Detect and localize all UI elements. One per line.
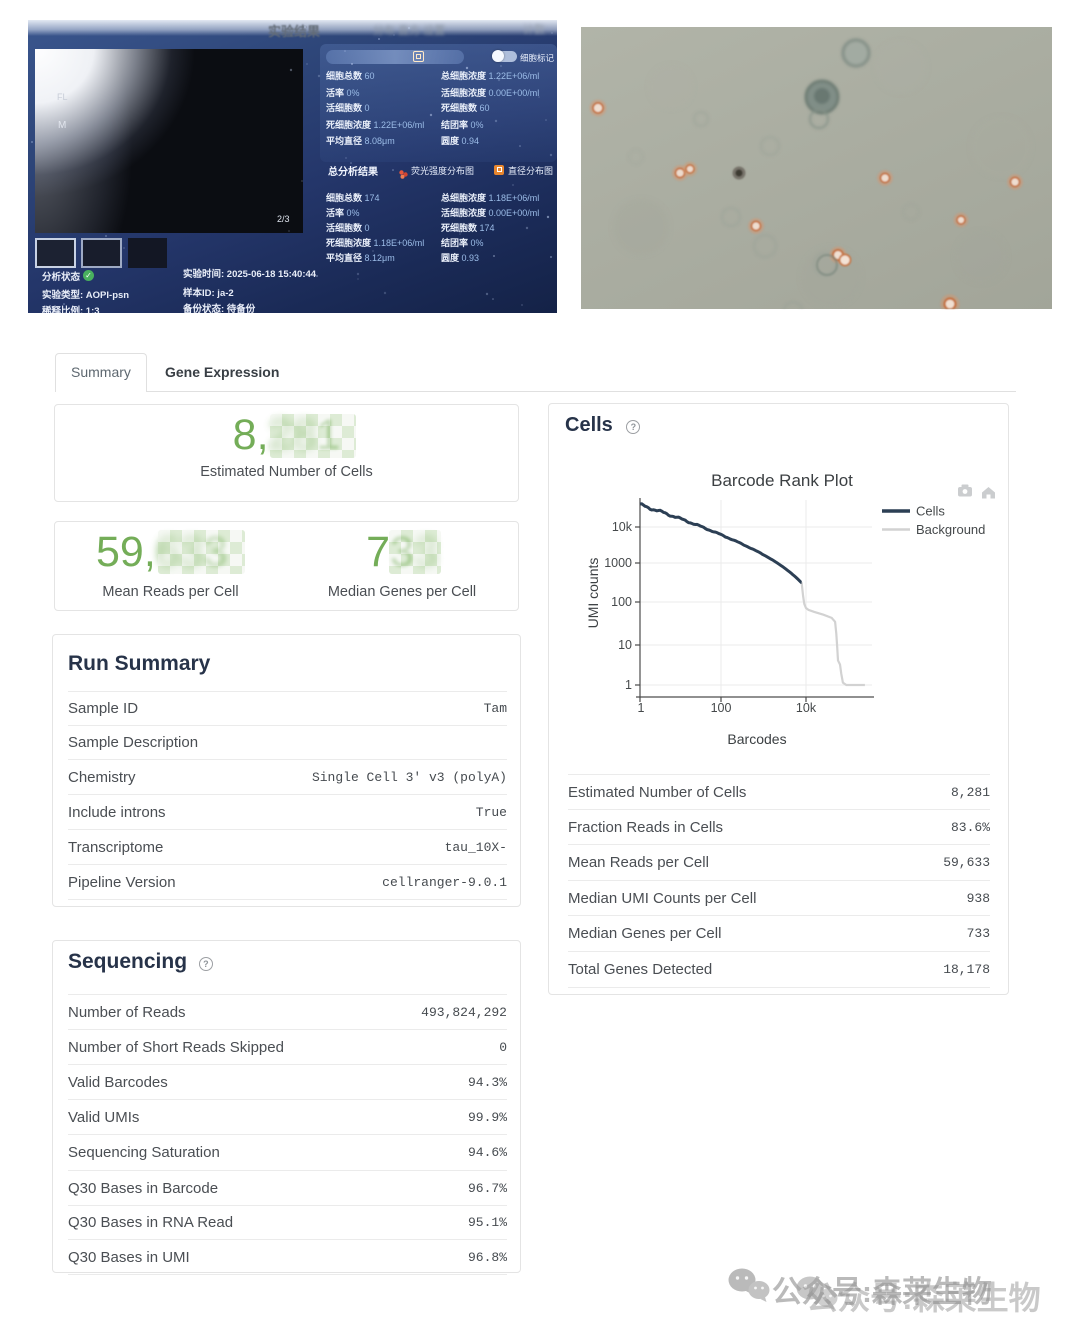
svg-text:公众号:森莱生物: 公众号:森莱生物 bbox=[806, 1280, 1041, 1316]
svg-text:10k: 10k bbox=[612, 520, 633, 534]
svg-text:10: 10 bbox=[618, 638, 632, 652]
svg-text:100: 100 bbox=[711, 701, 732, 715]
svg-text:Cells: Cells bbox=[916, 504, 945, 519]
svg-text:1: 1 bbox=[625, 678, 632, 692]
svg-text:100: 100 bbox=[611, 595, 632, 609]
svg-text:UMI counts: UMI counts bbox=[585, 558, 601, 629]
svg-text:Barcodes: Barcodes bbox=[727, 731, 786, 747]
svg-text:10k: 10k bbox=[796, 701, 817, 715]
svg-text:Barcode Rank Plot: Barcode Rank Plot bbox=[711, 471, 853, 490]
svg-text:1000: 1000 bbox=[604, 556, 632, 570]
svg-text:Background: Background bbox=[916, 522, 985, 537]
svg-text:1: 1 bbox=[638, 701, 645, 715]
